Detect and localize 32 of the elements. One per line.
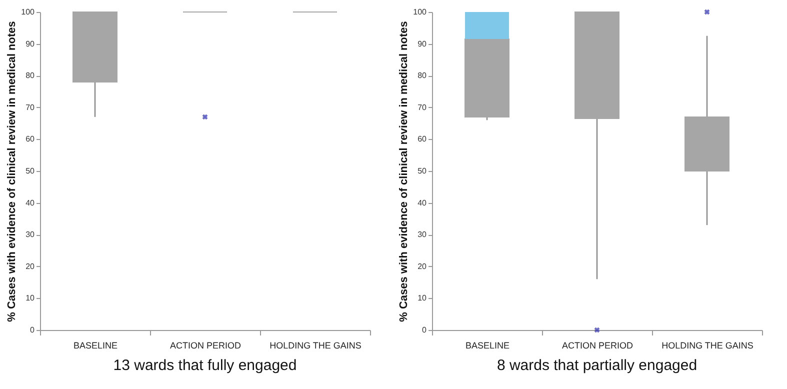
y-tick-label: 100 xyxy=(21,8,36,16)
y-tick-label: 20 xyxy=(418,262,428,271)
x-tick-label: ACTION PERIOD xyxy=(170,340,242,350)
x-tick-label: HOLDING THE GAINS xyxy=(270,340,362,350)
text: 8 wards that partially engaged xyxy=(496,357,698,374)
y-tick-label: 90 xyxy=(26,39,36,48)
x-tick-label: HOLDING THE GAINS xyxy=(662,340,754,350)
y-tick-label: 60 xyxy=(418,134,428,144)
y-axis-title: % Cases with evidence of clinical review in medical notes xyxy=(398,21,410,322)
y-tick-label: 80 xyxy=(26,71,36,80)
y-tick-label: 0 xyxy=(30,326,36,334)
y-tick-label: 100 xyxy=(413,8,428,16)
y-tick-label: 50 xyxy=(26,166,36,176)
x-tick-label: ACTION PERIOD xyxy=(562,340,634,350)
y-tick-label: 50 xyxy=(418,166,428,176)
x-tick-label: BASELINE xyxy=(73,340,118,350)
y-tick-label: 30 xyxy=(26,230,36,240)
y-tick-label: 30 xyxy=(418,230,428,240)
y-tick-label: 60 xyxy=(26,134,36,144)
y-tick-label: 10 xyxy=(418,294,428,303)
y-tick-label: 80 xyxy=(418,71,428,80)
y-tick-label: 20 xyxy=(26,262,36,271)
y-tick-label: 40 xyxy=(418,198,428,208)
text: 13 wards that fully engaged xyxy=(113,357,297,374)
y-tick-label: 70 xyxy=(26,102,36,112)
y-tick-label: 10 xyxy=(26,294,36,303)
y-tick-label: 70 xyxy=(418,102,428,112)
y-axis-title: % Cases with evidence of clinical review in medical notes xyxy=(6,21,18,322)
y-tick-label: 0 xyxy=(422,326,428,334)
x-tick-label: BASELINE xyxy=(465,340,510,350)
y-tick-label: 90 xyxy=(418,39,428,48)
y-tick-label: 40 xyxy=(26,198,36,208)
